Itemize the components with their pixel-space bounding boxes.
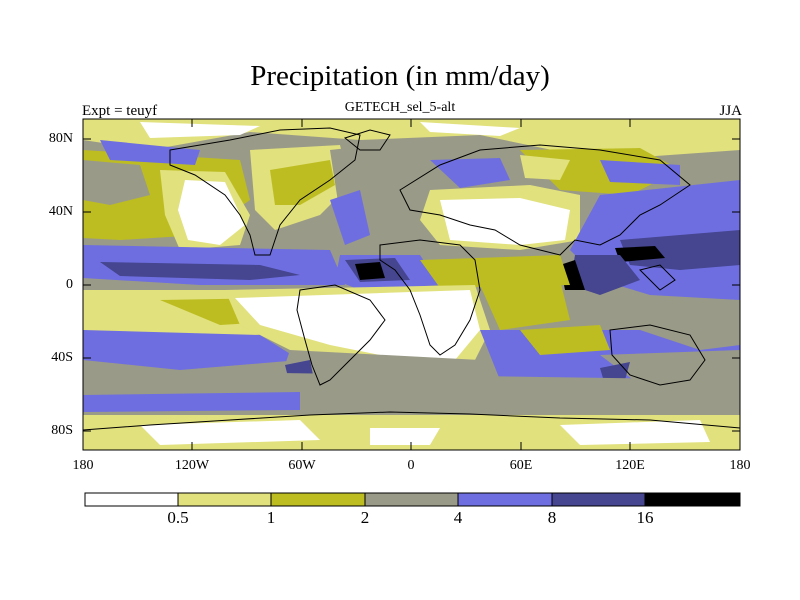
- colorbar-swatch-0: [85, 493, 178, 506]
- colorbar-label: 8: [547, 508, 557, 527]
- y-ticks: [83, 138, 740, 432]
- colorbar-swatch-3: [365, 493, 458, 506]
- x-axis-label: 180: [72, 458, 94, 473]
- colorbar-swatch-4: [458, 493, 552, 506]
- y-axis-label: 40N: [48, 204, 73, 219]
- colorbar-swatch-2: [271, 493, 365, 506]
- plot-title: Precipitation (in mm/day): [250, 60, 550, 92]
- x-axis-label: 60E: [509, 458, 533, 473]
- colorbar: [84, 492, 741, 507]
- south-america-outline: [296, 284, 386, 386]
- colorbar-label: 1: [266, 508, 276, 527]
- precipitation-field: [83, 119, 740, 450]
- greenland-outline: [343, 129, 391, 151]
- colorbar-swatch-1: [178, 493, 271, 506]
- colorbar-label: 16: [636, 508, 654, 527]
- x-axis-label: 120E: [615, 458, 645, 473]
- y-axis-label: 0: [66, 277, 73, 292]
- season-label: JJA: [719, 103, 742, 119]
- x-axis-label: 180: [729, 458, 751, 473]
- eurasia-outline: [399, 144, 691, 256]
- maritime-continent-outline: [639, 264, 676, 291]
- coastlines: [83, 127, 740, 431]
- colorbar-label: 0.5: [167, 508, 189, 527]
- australia-outline: [609, 324, 706, 386]
- y-axis-label: 40S: [51, 350, 73, 365]
- colorbar-swatch-5: [552, 493, 645, 506]
- y-axis-label: 80N: [48, 131, 73, 146]
- x-axis-label: 120W: [174, 458, 210, 473]
- x-ticks: [191, 119, 631, 450]
- y-axis-label: 80S: [51, 423, 73, 438]
- experiment-label: Expt = teuyf: [82, 103, 158, 119]
- x-axis-label: 0: [407, 458, 415, 473]
- colorbar-label: 2: [360, 508, 370, 527]
- antarctica-outline: [83, 411, 740, 431]
- plot-subtitle: GETECH_sel_5-alt: [344, 100, 456, 115]
- africa-outline: [379, 239, 481, 356]
- x-axis-label: 60W: [288, 458, 316, 473]
- north-america-outline: [169, 127, 361, 256]
- colorbar-swatch-6: [645, 493, 740, 506]
- colorbar-label: 4: [453, 508, 463, 527]
